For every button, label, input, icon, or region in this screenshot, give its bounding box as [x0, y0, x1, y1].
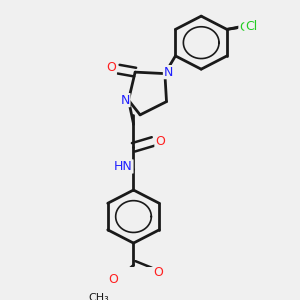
Text: CH₃: CH₃ — [88, 292, 109, 300]
Text: N: N — [121, 94, 130, 106]
Text: N: N — [164, 66, 173, 79]
Text: O: O — [155, 135, 165, 148]
Text: O: O — [106, 61, 116, 74]
Text: O: O — [109, 273, 118, 286]
Text: Cl: Cl — [245, 20, 257, 33]
Text: O: O — [153, 266, 163, 279]
Text: HN: HN — [114, 160, 133, 173]
Text: Cl: Cl — [239, 21, 251, 34]
